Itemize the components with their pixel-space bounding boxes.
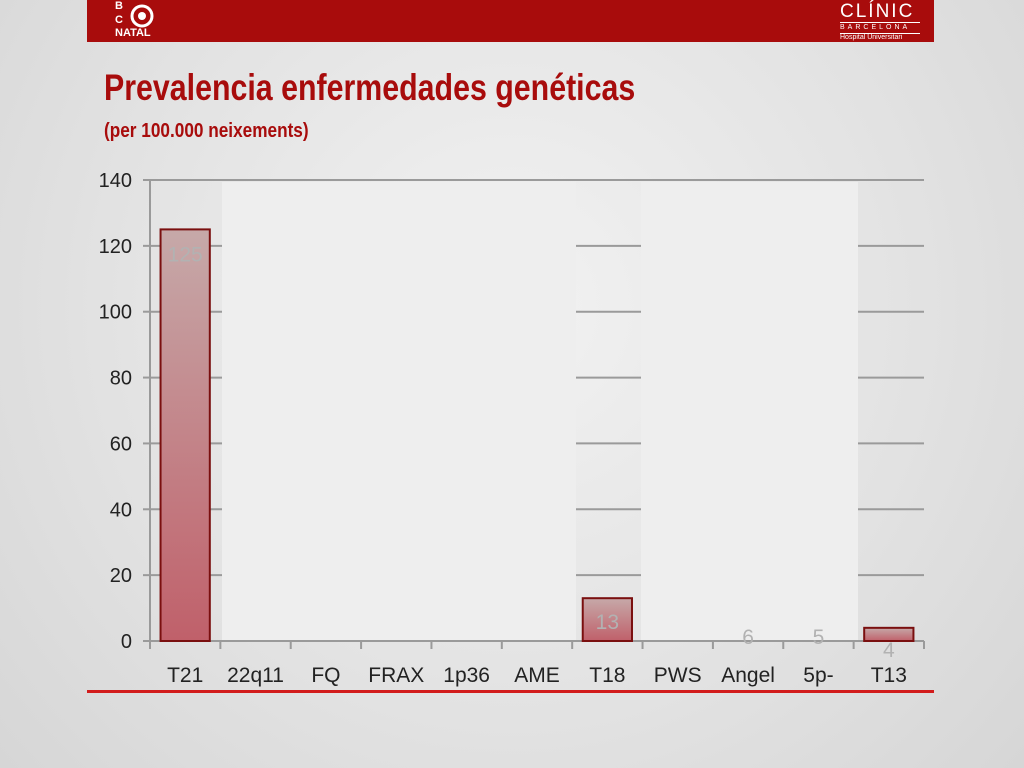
- slide-title: Prevalencia enfermedades genéticas: [104, 67, 636, 108]
- x-tick-label: FQ: [311, 664, 340, 687]
- data-label: 4: [883, 639, 895, 662]
- y-tick-label: 0: [121, 631, 132, 653]
- blank-panel: [641, 182, 858, 641]
- clinic-logo-rule: [840, 33, 920, 34]
- y-tick-label: 60: [110, 433, 132, 455]
- footer-rule: [87, 690, 934, 693]
- bar: [863, 626, 915, 642]
- logo-word-natal: NATAL: [115, 27, 151, 39]
- x-tick-label: 1p36: [443, 664, 490, 687]
- bcnatal-logo: B C NATAL: [115, 0, 175, 42]
- clinic-logo-name: CLÍNIC: [840, 1, 915, 22]
- x-tick-label: AME: [514, 664, 560, 687]
- y-tick-label: 40: [110, 499, 132, 521]
- x-tick-label: T13: [871, 664, 907, 687]
- y-tick-label: 80: [110, 368, 132, 390]
- x-tick-label: 22q11: [227, 664, 284, 687]
- x-tick-label: 5p-: [803, 664, 833, 687]
- x-tick-label: T21: [167, 664, 203, 687]
- clinic-logo: CLÍNIC BARCELONA Hospital Universitari: [836, 0, 924, 42]
- slide-subtitle: (per 100.000 neixements): [104, 120, 309, 142]
- data-label: 6: [742, 626, 754, 649]
- header-bar: B C NATAL CLÍNIC BARCELONA Hospital Univ…: [87, 0, 934, 42]
- y-tick-label: 140: [99, 170, 132, 192]
- x-tick-label: Angel: [721, 664, 775, 687]
- bcnatal-mark-icon: [130, 4, 154, 28]
- logo-letter-c: C: [115, 14, 123, 26]
- bar: [159, 228, 211, 642]
- y-tick-label: 120: [99, 236, 132, 258]
- x-tick-label: FRAX: [368, 664, 424, 687]
- data-label: 125: [168, 243, 203, 266]
- x-tick-label: PWS: [654, 664, 702, 687]
- clinic-logo-rule: [840, 22, 920, 23]
- clinic-logo-city: BARCELONA: [840, 24, 911, 31]
- data-label: 13: [596, 611, 619, 634]
- data-label: 5: [813, 626, 825, 649]
- clinic-logo-sub: Hospital Universitari: [840, 34, 903, 41]
- x-tick-label: T18: [589, 664, 625, 687]
- logo-letter-b: B: [115, 0, 123, 12]
- y-tick-label: 20: [110, 565, 132, 587]
- y-tick-label: 100: [99, 302, 132, 324]
- bar: [581, 597, 633, 643]
- blank-panel: [222, 182, 576, 641]
